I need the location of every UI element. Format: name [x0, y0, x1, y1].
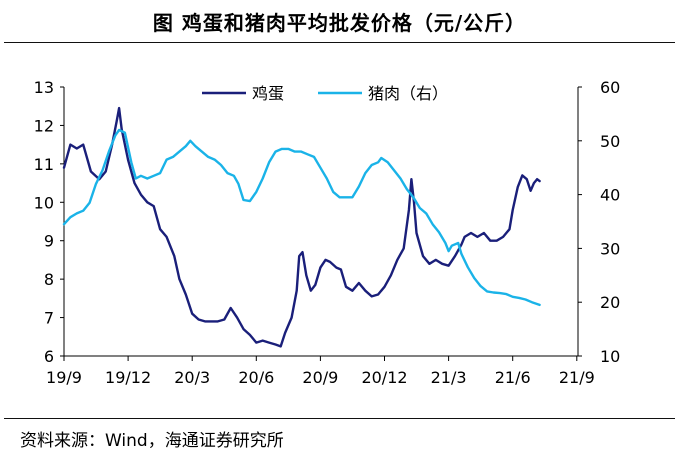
- y-right-tick-label: 20: [600, 293, 620, 312]
- x-tick-label: 21/9: [559, 368, 595, 387]
- egg-price-line: [62, 106, 541, 348]
- y-right-tick-label: 10: [600, 347, 620, 366]
- y-left-tick-label: 10: [34, 193, 54, 212]
- y-left-tick-label: 9: [44, 232, 54, 251]
- x-tick-label: 19/12: [105, 368, 151, 387]
- y-right-tick-label: 50: [600, 132, 620, 151]
- pork-price-line: [62, 128, 541, 307]
- chart-title: 图 鸡蛋和猪肉平均批发价格（元/公斤）: [152, 10, 527, 35]
- y-right-tick-label: 40: [600, 186, 620, 205]
- x-tick-label: 21/6: [495, 368, 531, 387]
- y-left-tick-label: 13: [34, 78, 54, 97]
- x-tick-label: 20/3: [174, 368, 210, 387]
- x-tick-label: 20/9: [302, 368, 338, 387]
- legend-egg-label: 鸡蛋: [252, 84, 284, 103]
- x-tick-label: 20/6: [238, 368, 274, 387]
- source-note: 资料来源：Wind，海通证券研究所: [20, 431, 284, 451]
- legend-pork-label: 猪肉（右）: [368, 84, 448, 103]
- y-left-tick-label: 12: [34, 116, 54, 135]
- y-right-tick-label: 30: [600, 239, 620, 258]
- x-tick-label: 20/12: [361, 368, 407, 387]
- y-left-tick-label: 6: [44, 347, 54, 366]
- x-tick-label: 19/9: [46, 368, 82, 387]
- y-left-tick-label: 8: [44, 270, 54, 289]
- y-left-tick-label: 7: [44, 309, 54, 328]
- chart-canvas: 6 7 8 9 10 11 12 13 10 20 30 40 50 60 19/9 19/12 20/3 20/…: [34, 78, 621, 387]
- chart-title-bar: 图 鸡蛋和猪肉平均批发价格（元/公斤）: [4, 0, 675, 43]
- x-tick-label: 21/3: [431, 368, 467, 387]
- y-left-tick-label: 11: [34, 155, 54, 174]
- source-bar: 资料来源：Wind，海通证券研究所: [4, 418, 675, 453]
- y-right-tick-label: 60: [600, 78, 620, 97]
